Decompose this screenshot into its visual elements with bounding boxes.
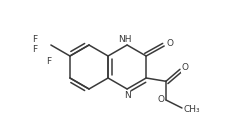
Text: N: N <box>124 92 131 101</box>
Text: F: F <box>46 57 51 65</box>
Text: F: F <box>32 34 37 43</box>
Text: F: F <box>32 45 37 55</box>
Text: O: O <box>181 63 188 72</box>
Text: NH: NH <box>118 34 132 43</box>
Text: O: O <box>167 40 174 49</box>
Text: CH₃: CH₃ <box>184 105 200 115</box>
Text: O: O <box>157 95 165 105</box>
